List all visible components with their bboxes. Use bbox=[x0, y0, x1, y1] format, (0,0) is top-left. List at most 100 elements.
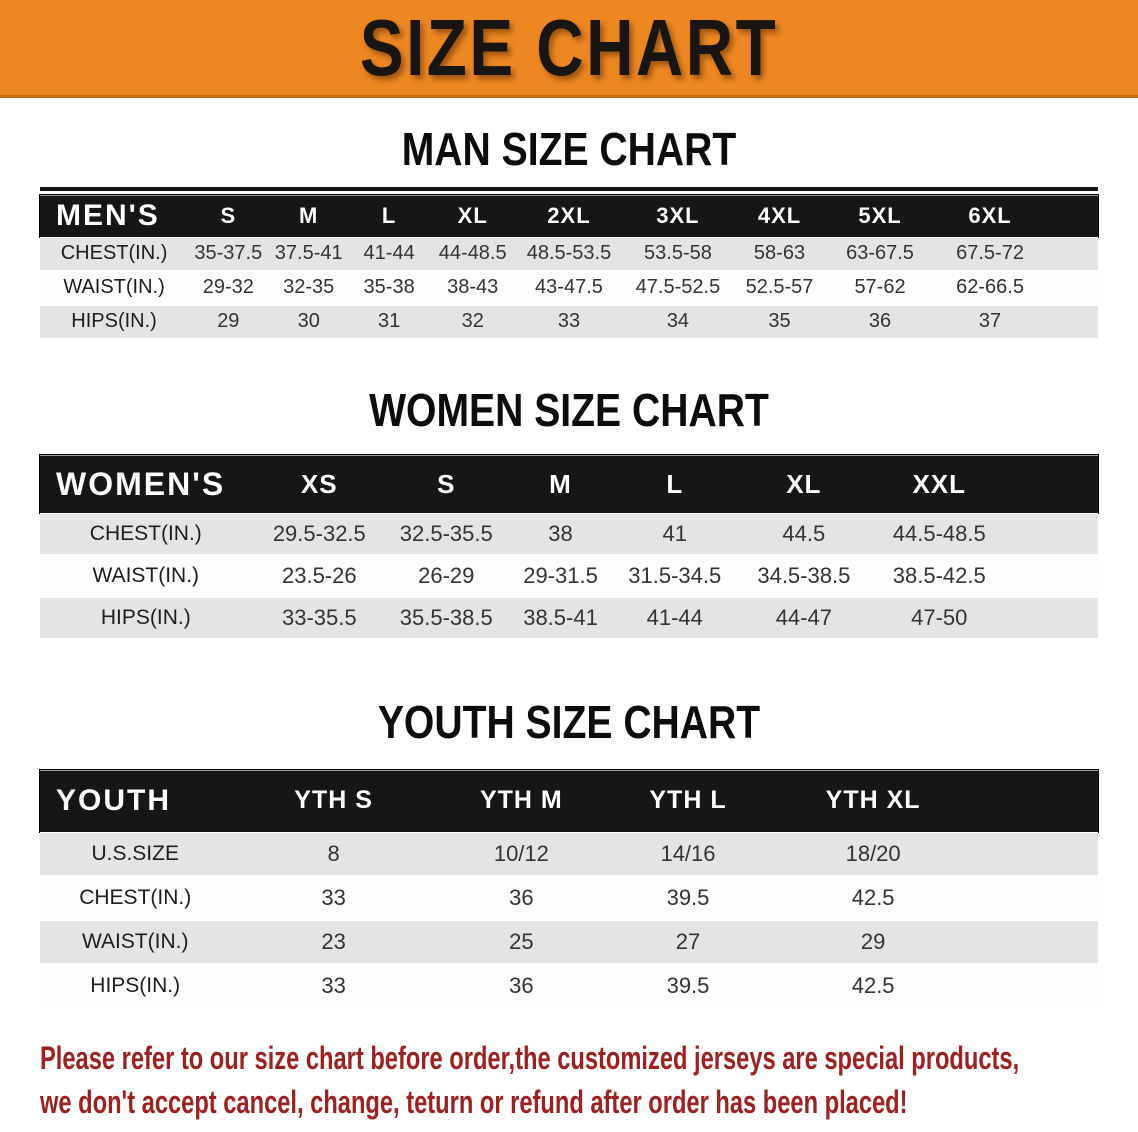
disclaimer-line-1: Please refer to our size chart before or… bbox=[40, 1039, 1020, 1076]
value-cell: 47-50 bbox=[911, 605, 968, 631]
row-label: CHEST(IN.) bbox=[79, 885, 192, 909]
value-cell: 32-35 bbox=[283, 276, 335, 299]
value-cell: 25 bbox=[509, 928, 534, 954]
header-size-cell: 5XL bbox=[858, 202, 902, 228]
value-cell: 14/16 bbox=[660, 840, 716, 866]
value-cell: 27 bbox=[675, 928, 701, 954]
header-size-cell: M bbox=[549, 468, 572, 499]
value-cell: 29 bbox=[217, 310, 240, 333]
banner-title: SIZE CHART bbox=[359, 2, 779, 92]
value-cell: 31 bbox=[378, 310, 401, 333]
value-cell: 33 bbox=[321, 884, 346, 910]
value-cell: 8 bbox=[327, 840, 340, 866]
header-size-cell: YTH L bbox=[649, 786, 727, 815]
value-cell: 58-63 bbox=[753, 242, 806, 265]
value-cell: 10/12 bbox=[493, 840, 549, 866]
value-cell: 63-67.5 bbox=[846, 242, 914, 265]
value-cell: 35 bbox=[768, 310, 791, 333]
table-row: CHEST(IN.) 35-37.5 37.5-41 41-44 44-48.5 48.5… bbox=[40, 236, 1098, 271]
value-cell: 31.5-34.5 bbox=[628, 563, 722, 589]
table-row: HIPS(IN.) 33-35.5 35.5-38.5 38.5-41 41-44 44-… bbox=[40, 597, 1098, 640]
table-row: WAIST(IN.) 29-32 32-35 35-38 38-43 43-47.5 47.… bbox=[40, 270, 1098, 305]
header-size-cell: YTH XL bbox=[825, 786, 921, 815]
disclaimer: Please refer to our size chart before or… bbox=[40, 1036, 1138, 1124]
header-size-cell: L bbox=[381, 202, 397, 228]
section-men: MAN SIZE CHART MEN'S S M L XL 2XL 3XL 4XL 5XL 6XL… bbox=[0, 124, 1138, 339]
youth-section-title: YOUTH SIZE CHART bbox=[377, 696, 761, 749]
value-cell: 18/20 bbox=[845, 840, 901, 866]
value-cell: 42.5 bbox=[851, 972, 895, 998]
value-cell: 57-62 bbox=[854, 276, 906, 299]
section-youth: YOUTH SIZE CHART YOUTH YTH S YTH M YTH L YTH… bbox=[0, 697, 1138, 1008]
men-section-title: MAN SIZE CHART bbox=[401, 123, 737, 175]
row-label: CHEST(IN.) bbox=[89, 522, 202, 546]
table-header-row: MEN'S S M L XL 2XL 3XL 4XL 5XL 6XL bbox=[40, 194, 1098, 237]
row-label: WAIST(IN.) bbox=[63, 276, 165, 299]
table-header-row: YOUTH YTH S YTH M YTH L YTH XL bbox=[40, 769, 1098, 832]
row-label: WAIST(IN.) bbox=[81, 929, 189, 953]
row-label: U.S.SIZE bbox=[91, 841, 179, 865]
row-label: CHEST(IN.) bbox=[60, 242, 168, 265]
value-cell: 42.5 bbox=[851, 884, 895, 910]
value-cell: 33-35.5 bbox=[281, 605, 357, 631]
header-size-cell: YTH S bbox=[294, 786, 373, 815]
value-cell: 23 bbox=[321, 928, 346, 954]
table-header-row: WOMEN'S XS S M L XL XXL bbox=[40, 455, 1098, 514]
value-cell: 48.5-53.5 bbox=[526, 242, 612, 265]
value-cell: 34.5-38.5 bbox=[757, 563, 851, 589]
value-cell: 29-32 bbox=[202, 276, 254, 299]
value-cell: 26-29 bbox=[418, 563, 475, 589]
youth-size-table: YOUTH YTH S YTH M YTH L YTH XL U.S.SIZE 8 10/12… bbox=[40, 769, 1098, 1008]
header-size-cell: L bbox=[666, 468, 684, 499]
value-cell: 67.5-72 bbox=[956, 242, 1024, 265]
header-size-cell: 2XL bbox=[547, 202, 591, 228]
value-cell: 36 bbox=[509, 972, 534, 998]
header-size-cell: XXL bbox=[912, 468, 967, 499]
section-women: WOMEN SIZE CHART WOMEN'S XS S M L XL XXL CHEST(… bbox=[0, 383, 1138, 640]
table-row: U.S.SIZE 8 10/12 14/16 18/20 bbox=[40, 831, 1098, 876]
value-cell: 52.5-57 bbox=[745, 276, 814, 299]
table-row: WAIST(IN.) 23 25 27 29 bbox=[40, 919, 1098, 964]
value-cell: 37 bbox=[978, 310, 1002, 333]
header-size-cell: 6XL bbox=[968, 202, 1012, 228]
value-cell: 44-47 bbox=[775, 605, 832, 631]
table-row: WAIST(IN.) 23.5-26 26-29 29-31.5 31.5-34.5 34… bbox=[40, 555, 1098, 598]
table-row: HIPS(IN.) 29 30 31 32 33 34 35 36 37 bbox=[40, 304, 1098, 339]
table-row: HIPS(IN.) 33 36 39.5 42.5 bbox=[40, 963, 1098, 1008]
disclaimer-line-2: we don't accept cancel, change, teturn o… bbox=[40, 1083, 908, 1120]
men-size-table: MEN'S S M L XL 2XL 3XL 4XL 5XL 6XL CHEST(IN.) 35-37… bbox=[40, 186, 1098, 339]
header-size-cell: 4XL bbox=[757, 202, 802, 228]
women-size-table: WOMEN'S XS S M L XL XXL CHEST(IN.) 29.5-32.5 32.5… bbox=[40, 455, 1098, 640]
row-label: HIPS(IN.) bbox=[71, 310, 157, 333]
header-size-cell: S bbox=[220, 202, 237, 228]
value-cell: 38 bbox=[548, 521, 573, 547]
value-cell: 29 bbox=[860, 928, 886, 954]
value-cell: 38.5-41 bbox=[523, 605, 598, 631]
value-cell: 32 bbox=[461, 310, 484, 333]
value-cell: 33 bbox=[557, 310, 581, 333]
header-size-cell: M bbox=[299, 202, 319, 228]
value-cell: 38-43 bbox=[447, 276, 499, 299]
value-cell: 35-38 bbox=[363, 276, 415, 299]
header-size-cell: XL bbox=[786, 468, 822, 499]
value-cell: 36 bbox=[868, 310, 892, 333]
header-size-cell: XS bbox=[300, 468, 338, 499]
header-size-cell: YTH M bbox=[479, 786, 563, 815]
women-section-title: WOMEN SIZE CHART bbox=[369, 383, 769, 436]
header-size-cell: XL bbox=[457, 202, 488, 228]
value-cell: 44.5 bbox=[782, 521, 826, 547]
value-cell: 32.5-35.5 bbox=[399, 521, 493, 547]
value-cell: 41-44 bbox=[646, 605, 703, 631]
table-row: CHEST(IN.) 33 36 39.5 42.5 bbox=[40, 875, 1098, 920]
value-cell: 38.5-42.5 bbox=[892, 563, 986, 589]
row-label: HIPS(IN.) bbox=[100, 606, 191, 630]
value-cell: 33 bbox=[321, 972, 346, 998]
table-row: CHEST(IN.) 29.5-32.5 32.5-35.5 38 41 44.5 44.5… bbox=[40, 513, 1098, 556]
header-group-label: MEN'S bbox=[56, 198, 160, 232]
value-cell: 23.5-26 bbox=[281, 563, 357, 589]
value-cell: 53.5-58 bbox=[644, 242, 712, 265]
value-cell: 43-47.5 bbox=[535, 276, 603, 299]
value-cell: 34 bbox=[666, 310, 690, 333]
value-cell: 29.5-32.5 bbox=[272, 521, 366, 547]
